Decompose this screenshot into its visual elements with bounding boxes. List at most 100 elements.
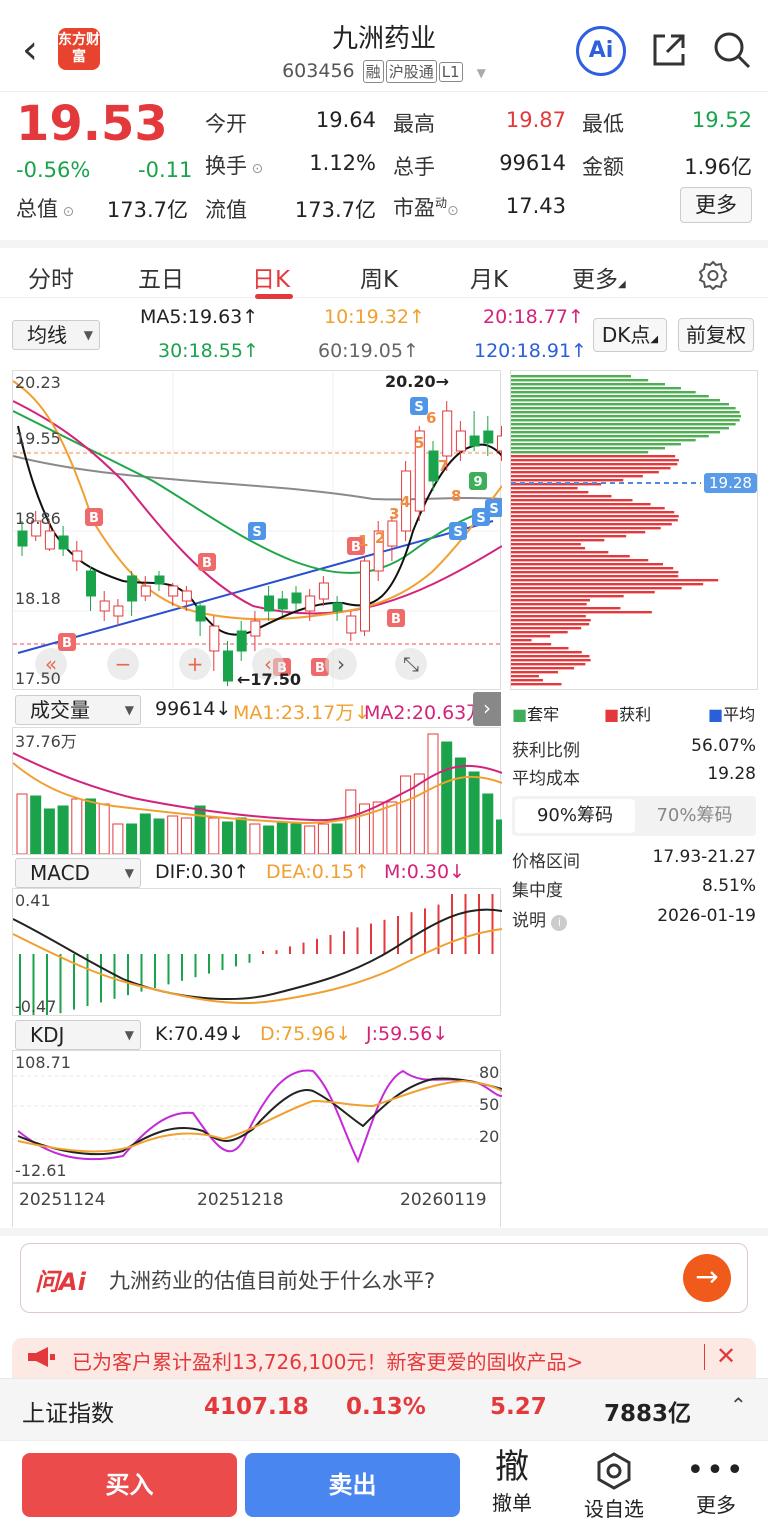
svg-text:2: 2: [375, 529, 385, 547]
macd-bar: [181, 954, 183, 981]
float-label: 流值: [205, 198, 247, 222]
macd-bar: [343, 931, 345, 954]
chip-bar: [511, 531, 646, 534]
ai-button[interactable]: Ai: [576, 26, 626, 76]
chip-bar: [511, 567, 674, 570]
volume-bar: [57, 805, 69, 855]
kdj-level-80: 80: [479, 1063, 500, 1082]
price-range-label: 价格区间: [512, 852, 580, 872]
adjust-button[interactable]: 前复权: [678, 318, 754, 352]
tab-monthly-k[interactable]: 月K: [470, 267, 509, 293]
candle-body: [209, 625, 220, 652]
promo-banner[interactable]: 已为客户累计盈利13,726,100元！新客更爱的固收产品> ✕: [12, 1338, 756, 1378]
chip-bar: [511, 639, 532, 642]
share-icon[interactable]: [651, 32, 687, 68]
chip-bar: [511, 679, 543, 682]
index-ticker-bar[interactable]: 上证指数 4107.18 0.13% 5.27 7883亿 ⌃: [0, 1378, 768, 1440]
candle-body: [497, 435, 502, 452]
back-arrow-icon[interactable]: ‹: [22, 27, 38, 73]
volume-bar: [249, 823, 261, 855]
svg-text:B: B: [89, 511, 99, 526]
macd-selector[interactable]: MACD ▼: [15, 858, 141, 888]
macd-bar: [221, 954, 224, 970]
expand-up-icon[interactable]: ⌃: [730, 1393, 747, 1417]
chip-bar: [511, 383, 665, 386]
volume-bar: [235, 817, 247, 855]
ask-ai-send-arrow-icon[interactable]: →: [683, 1254, 731, 1302]
candle-body: [250, 620, 261, 637]
more-actions-button[interactable]: ••• 更多: [678, 1453, 754, 1518]
macd-bar: [437, 904, 440, 954]
candle-body: [17, 530, 28, 547]
volume-ma2: MA2:20.63万: [364, 702, 486, 724]
kdj-selector[interactable]: KDJ ▼: [15, 1020, 141, 1050]
dropdown-caret-icon[interactable]: ▼: [476, 66, 486, 80]
macd-bar: [289, 946, 291, 954]
more-quote-button[interactable]: 更多: [680, 187, 752, 223]
settings-gear-icon[interactable]: [698, 260, 728, 290]
volume-label: 总手: [393, 155, 435, 179]
float-value: 173.7亿: [294, 198, 376, 222]
add-watchlist-button[interactable]: 设自选: [576, 1451, 652, 1522]
tab-weekly-k[interactable]: 周K: [360, 267, 399, 293]
search-icon[interactable]: [712, 30, 752, 70]
chip-bar: [511, 623, 590, 626]
kdj-svg: [13, 1069, 503, 1184]
volume-bar: [194, 805, 206, 855]
chip-bar: [511, 571, 679, 574]
svg-text:9: 9: [473, 475, 482, 490]
chip-bar: [511, 611, 652, 614]
tab-five-day[interactable]: 五日: [138, 267, 184, 293]
chip-bar: [511, 539, 605, 542]
chip-bar: [511, 435, 709, 438]
macd-bar: [127, 954, 129, 996]
svg-text:+: +: [187, 652, 204, 676]
svg-text:«: «: [45, 652, 57, 676]
tab-intraday[interactable]: 分时: [28, 267, 74, 293]
svg-text:S: S: [453, 525, 462, 540]
stock-code-row: 603456 融沪股通 L1 ▼: [0, 60, 768, 83]
volume-bar: [222, 821, 233, 855]
volume-bar: [167, 815, 179, 855]
chip-bar: [511, 411, 740, 414]
chip-bar: [511, 659, 591, 662]
volume-selector[interactable]: 成交量 ▼: [15, 695, 141, 725]
dk-point-button[interactable]: DK点◢: [593, 318, 667, 352]
tab-70-chips[interactable]: 70%筹码: [656, 805, 733, 826]
tab-daily-k[interactable]: 日K: [252, 267, 291, 293]
add-watchlist-label: 设自选: [584, 1497, 644, 1521]
megaphone-icon: [26, 1345, 56, 1369]
volume-svg: [12, 733, 507, 855]
sell-button[interactable]: 卖出: [245, 1453, 460, 1517]
note-label[interactable]: 说明 i: [512, 906, 568, 931]
open-label: 今开: [205, 112, 247, 136]
more-dots-icon: •••: [686, 1453, 746, 1488]
candle-body: [469, 435, 480, 447]
macd-bar: [73, 954, 75, 1010]
tab-90-chips[interactable]: 90%筹码: [515, 799, 635, 833]
buy-button[interactable]: 买入: [22, 1453, 237, 1517]
cancel-order-button[interactable]: 撤 撤单: [480, 1447, 544, 1516]
indicator-selector[interactable]: 均线 ▼: [12, 320, 100, 350]
ask-ai-bar[interactable]: 问Ai 九洲药业的估值目前处于什么水平? →: [20, 1243, 748, 1313]
volume-chart: 37.76万: [12, 727, 507, 855]
concentration-label: 集中度: [512, 881, 563, 901]
close-icon[interactable]: ✕: [716, 1342, 737, 1370]
chip-bar: [511, 431, 720, 434]
kdj-chart: 108.71 -12.61 80 50 20 20251124 20251218…: [12, 1050, 503, 1227]
macd-chart: 0.41 -0.47: [12, 888, 503, 1024]
chip-bar: [511, 459, 679, 462]
candle-body: [291, 592, 302, 604]
chip-bar: [511, 387, 681, 390]
candle-body: [305, 595, 316, 612]
tab-more[interactable]: 更多◢: [572, 267, 626, 293]
macd-bar: [86, 954, 89, 1006]
expand-panel-icon[interactable]: ›: [473, 692, 501, 726]
legend-profit: ■获利: [604, 705, 652, 724]
candle-body: [72, 550, 83, 562]
macd-bar: [140, 954, 143, 992]
chip-bar: [511, 495, 612, 498]
ma120-value: 120:18.91↑: [474, 340, 587, 362]
